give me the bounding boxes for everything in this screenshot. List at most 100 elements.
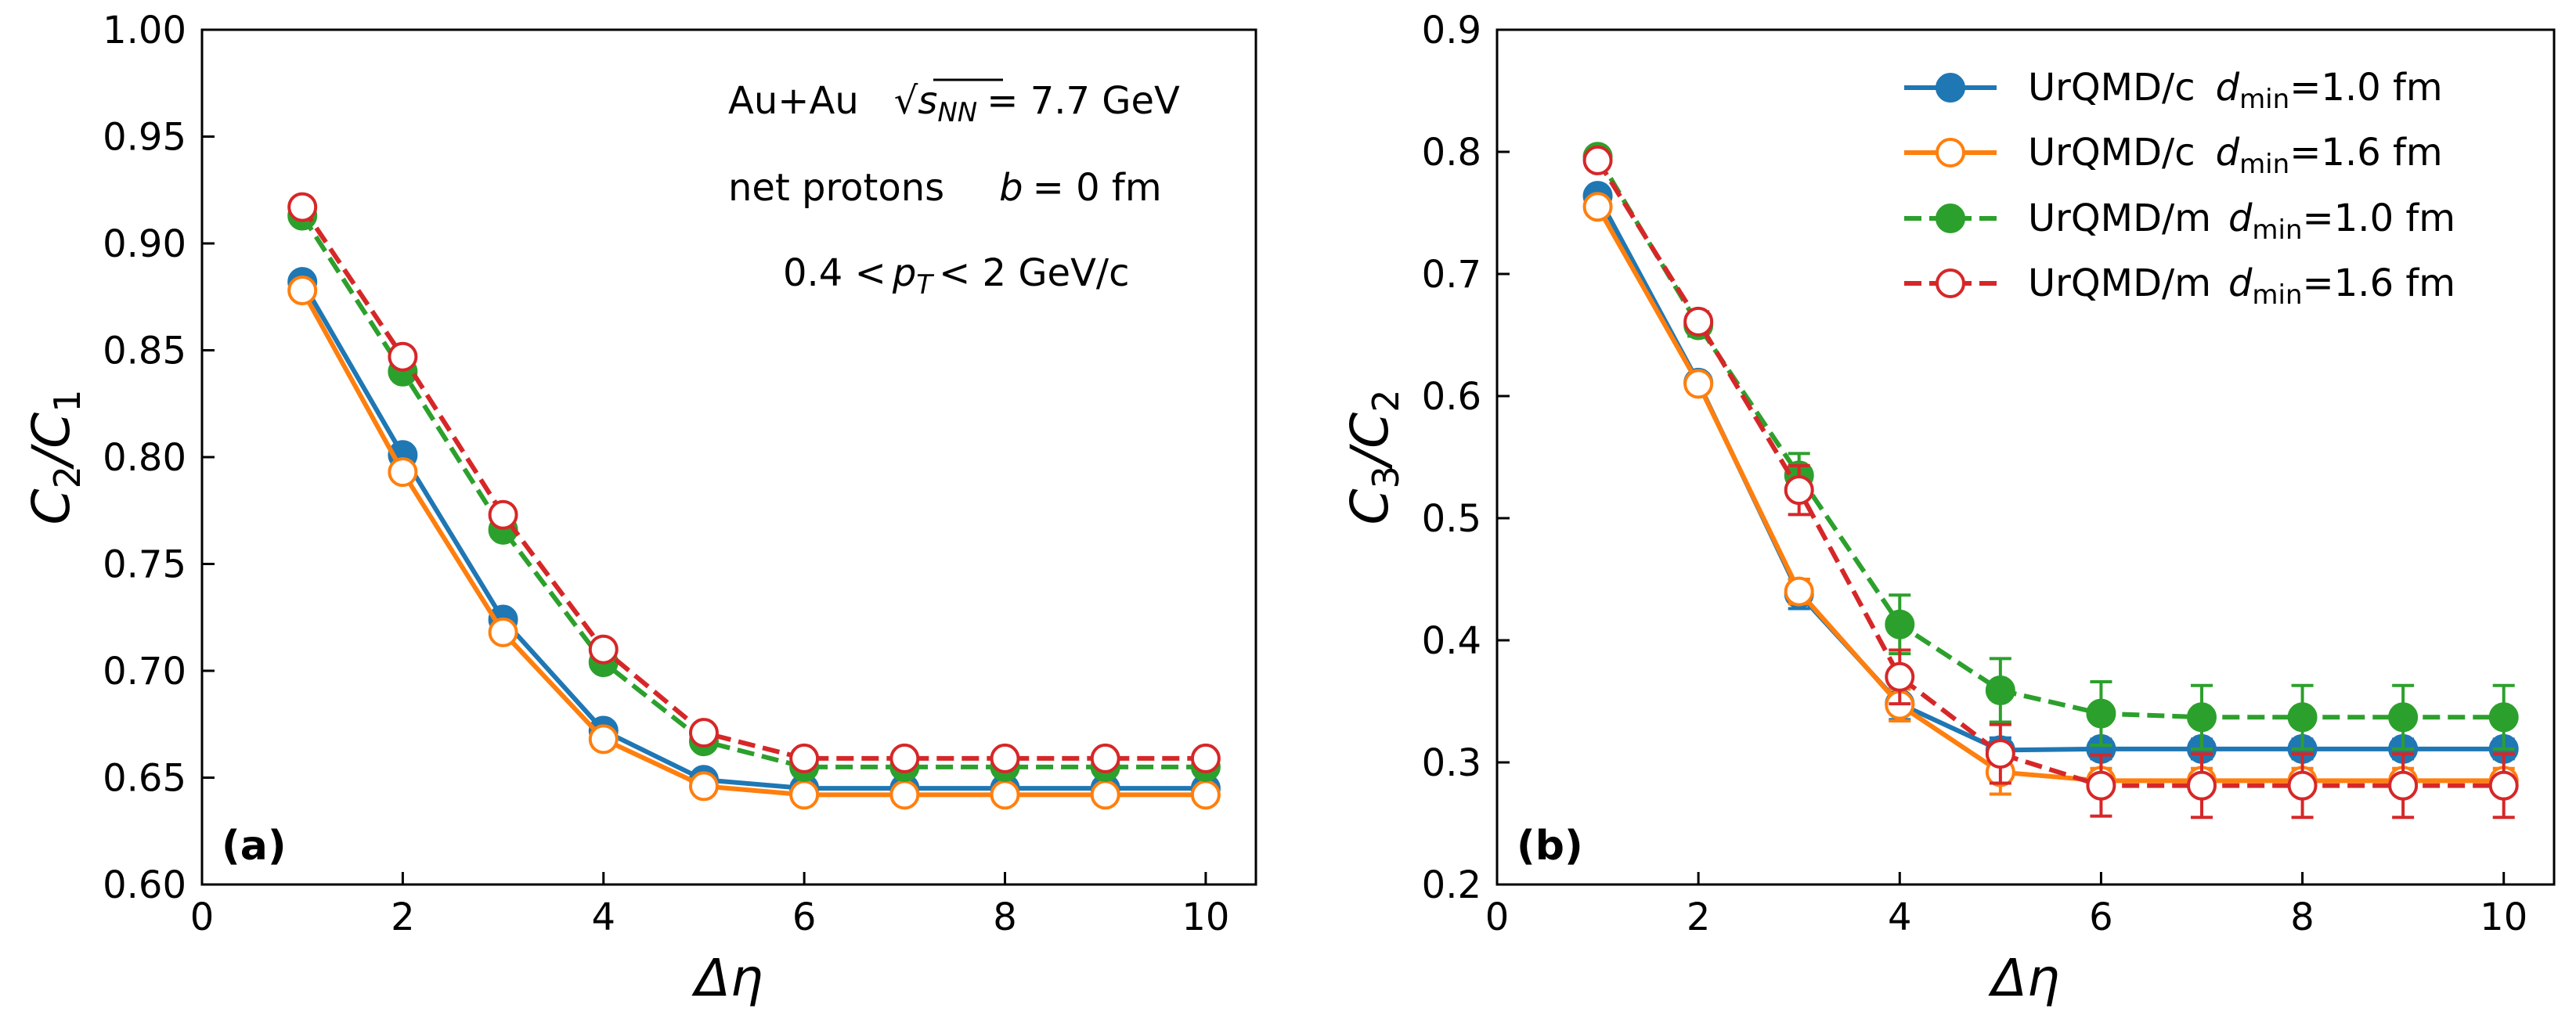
panel-b-x-axis-label: Δη: [1988, 948, 2060, 1008]
panel-b-x-tick-label: 0: [1485, 895, 1510, 939]
panel-b-y-axis-label: C3/C2: [1340, 390, 1407, 525]
panel-a-data-point: [789, 780, 820, 810]
panel-b-data-point: [2488, 770, 2519, 801]
panel-b-data-point: [2287, 770, 2318, 801]
panel-a-data-point: [1190, 780, 1221, 810]
panel-a-data-point: [688, 718, 719, 748]
panel-a-data-point: [588, 724, 619, 755]
panel-a-y-tick-label: 0.95: [103, 116, 186, 160]
panel-a-data-point: [990, 743, 1020, 773]
panel-a-series-line: [300, 289, 1206, 798]
panel-b-x-tick-label: 2: [1687, 895, 1711, 939]
panel-a-data-point: [889, 743, 920, 773]
panel-a-data-point: [287, 276, 318, 306]
panel-a-annotation-particles: net protons b = 0 fm: [728, 166, 1162, 210]
panel-a-y-tick-label: 0.85: [103, 330, 186, 373]
panel-b-series-line: [1595, 205, 2504, 784]
panel-b-y-tick-label: 0.7: [1422, 253, 1481, 297]
panel-a-data-point: [990, 780, 1020, 810]
panel-a-data-point: [1190, 743, 1221, 773]
panel-b-data-point: [1885, 609, 1915, 639]
legend-label-1: UrQMD/c dmin=1.0 fm: [2028, 66, 2443, 115]
panel-a-y-tick-label: 0.60: [103, 863, 186, 907]
panel-b-data-point: [2388, 770, 2419, 801]
panel-b-data-point: [1885, 661, 1915, 692]
legend-entry-4: UrQMD/m dmin=1.6 fm: [1904, 261, 2455, 311]
legend-label-2: UrQMD/c dmin=1.6 fm: [2028, 131, 2443, 180]
panel-b-data-point: [1582, 145, 1613, 175]
panel-a-y-tick-label: 0.65: [103, 757, 186, 801]
panel-b-series-4: [1582, 145, 2519, 820]
panel-a-y-tick-label: 1.00: [103, 9, 186, 52]
panel-b-data-point: [1582, 192, 1613, 222]
panel-a-data-point: [388, 341, 418, 372]
panel-a-y-tick-label: 0.90: [103, 222, 186, 266]
legend-entry-3: UrQMD/m dmin=1.0 fm: [1904, 196, 2455, 246]
panel-b-x-tick-label: 8: [2290, 895, 2314, 939]
panel-a-series-line: [300, 214, 1206, 769]
panel-b-data-point: [2086, 770, 2116, 801]
panel-b-data-marks: [1582, 142, 2519, 820]
panel-a-data-marks: [287, 192, 1221, 810]
legend: UrQMD/c dmin=1.0 fm UrQMD/c dmin=1.6 fm Ur…: [1904, 66, 2455, 311]
panel-b-y-tick-label: 0.4: [1422, 619, 1481, 663]
panel-b-ticks: 0 2 4 6 8 10 0.2 0.3 0.4 0.5 0.6 0.7 0.8 0.9: [1422, 9, 2528, 939]
panel-a-x-tick-label: 4: [591, 895, 615, 939]
panel-a-series-line: [300, 280, 1206, 791]
legend-marker-3: [1936, 204, 1965, 233]
panel-b-y-tick-label: 0.8: [1422, 131, 1481, 175]
panel-b-data-point: [1985, 675, 2015, 705]
panel-b-data-point: [1683, 369, 1714, 399]
panel-b-data-point: [1985, 739, 2015, 769]
panel-b-y-tick-label: 0.6: [1422, 375, 1481, 419]
panel-b-series-line: [1596, 159, 2504, 788]
panel-a-annotation-system: Au+Au √sNN = 7.7 GeV: [728, 79, 1180, 128]
panel-a-series-line: [300, 205, 1206, 761]
panel-a-x-tick-label: 6: [792, 895, 817, 939]
legend-marker-1: [1936, 73, 1965, 103]
panel-a-x-axis-label: Δη: [691, 948, 763, 1008]
panel-b-data-point: [2488, 702, 2519, 733]
panel-a-plot-frame: [200, 28, 1257, 886]
panel-b-y-tick-label: 0.2: [1422, 863, 1481, 907]
panel-b-data-point: [2287, 702, 2318, 733]
legend-marker-2: [1936, 138, 1965, 168]
panel-b-y-tick-label: 0.9: [1422, 9, 1481, 52]
panel-a-data-point: [588, 634, 619, 665]
panel-b-x-tick-label: 6: [2089, 895, 2113, 939]
panel-b-y-tick-label: 0.3: [1422, 741, 1481, 785]
panel-a-data-point: [1090, 743, 1120, 773]
panel-a-data-point: [488, 499, 518, 530]
panel-a-tag: (a): [222, 823, 287, 870]
panel-a-data-point: [789, 743, 820, 773]
panel-b-y-tick-label: 0.5: [1422, 497, 1481, 541]
panel-b-x-tick-label: 4: [1888, 895, 1912, 939]
panel-b-data-point: [2388, 702, 2419, 733]
legend-entry-1: UrQMD/c dmin=1.0 fm: [1904, 66, 2443, 115]
panel-a-data-point: [388, 457, 418, 488]
panel-b-data-point: [2187, 702, 2217, 733]
panel-b-data-point: [1683, 306, 1714, 337]
panel-b-x-tick-label: 10: [2480, 895, 2527, 939]
panel-a: 0 2 4 6 8 10 0.60 0.65 0.70 0.75 0.80 0.85 0.90 0.95 1…: [21, 9, 1257, 1008]
panel-a-y-tick-label: 0.75: [103, 543, 186, 587]
legend-label-4: UrQMD/m dmin=1.6 fm: [2028, 261, 2455, 311]
panel-a-x-tick-label: 8: [993, 895, 1017, 939]
legend-marker-4: [1936, 268, 1965, 298]
legend-entry-2: UrQMD/c dmin=1.6 fm: [1904, 131, 2443, 180]
panel-b: 0 2 4 6 8 10 0.2 0.3 0.4 0.5 0.6 0.7 0.8 0.9 Δη C3/C2…: [1340, 9, 2556, 1008]
panel-a-y-tick-label: 0.70: [103, 650, 186, 694]
panel-b-plot-frame: [1495, 28, 2556, 886]
panel-b-data-point: [1784, 576, 1814, 607]
panel-a-data-point: [488, 617, 518, 647]
panel-a-x-tick-label: 10: [1182, 895, 1229, 939]
panel-b-series-line: [1595, 155, 2504, 720]
panel-a-x-tick-label: 0: [190, 895, 215, 939]
panel-a-ticks: 0 2 4 6 8 10 0.60 0.65 0.70 0.75 0.80 0.85 0.90 0.95 1…: [103, 9, 1229, 939]
panel-a-data-point: [1090, 780, 1120, 810]
panel-a-x-tick-label: 2: [391, 895, 415, 939]
panel-b-data-point: [2086, 698, 2116, 729]
panel-a-data-point: [287, 192, 318, 222]
panel-b-data-point: [1784, 475, 1814, 506]
